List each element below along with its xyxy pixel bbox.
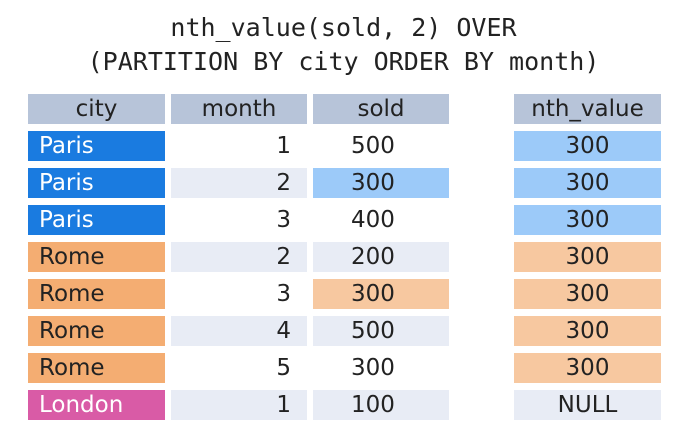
city-cell: Paris	[28, 205, 165, 235]
sold-cell-nth-highlight: 300	[313, 168, 449, 198]
nth-value-cell: 300	[514, 168, 661, 198]
city-cell: Rome	[28, 353, 165, 383]
query-title-line-2: (PARTITION BY city ORDER BY month)	[87, 47, 600, 76]
month-cell: 5	[276, 355, 291, 381]
month-cell: 4	[171, 316, 307, 346]
month-cell: 1	[276, 133, 291, 159]
city-cell: Rome	[28, 242, 165, 272]
nth-value-cell: 300	[514, 279, 661, 309]
city-header: city	[28, 94, 165, 124]
month-cell: 1	[171, 390, 307, 420]
sold-cell: 500	[313, 316, 449, 346]
month-column: month 1 2 3 2 3 4 5 1	[171, 94, 307, 427]
nth-value-cell: NULL	[514, 390, 661, 420]
month-header: month	[171, 94, 307, 124]
nth-value-cell: 300	[514, 131, 661, 161]
city-cell: Rome	[28, 279, 165, 309]
city-column: city Paris Paris Paris Rome Rome Rome Ro…	[28, 94, 165, 427]
city-cell: London	[28, 390, 165, 420]
sold-header: sold	[313, 94, 449, 124]
month-cell: 3	[276, 281, 291, 307]
sold-cell: 300	[351, 355, 395, 381]
nth-value-header: nth_value	[514, 94, 661, 124]
nth-value-column: nth_value 300 300 300 300 300 300 300 NU…	[514, 94, 661, 427]
sold-cell-nth-highlight: 300	[313, 279, 449, 309]
city-cell: Paris	[28, 131, 165, 161]
nth-value-cell: 300	[514, 242, 661, 272]
query-title-line-1: nth_value(sold, 2) OVER	[170, 13, 517, 42]
city-cell: Rome	[28, 316, 165, 346]
sold-column: sold 500 300 400 200 300 500 300 100	[313, 94, 449, 427]
sold-cell: 400	[351, 207, 395, 233]
sold-cell: 500	[351, 133, 395, 159]
month-cell: 2	[171, 242, 307, 272]
nth-value-cell: 300	[514, 353, 661, 383]
nth-value-cell: 300	[514, 205, 661, 235]
month-cell: 3	[276, 207, 291, 233]
city-cell: Paris	[28, 168, 165, 198]
nth-value-cell: 300	[514, 316, 661, 346]
month-cell: 2	[171, 168, 307, 198]
sold-cell: 200	[313, 242, 449, 272]
sold-cell: 100	[313, 390, 449, 420]
